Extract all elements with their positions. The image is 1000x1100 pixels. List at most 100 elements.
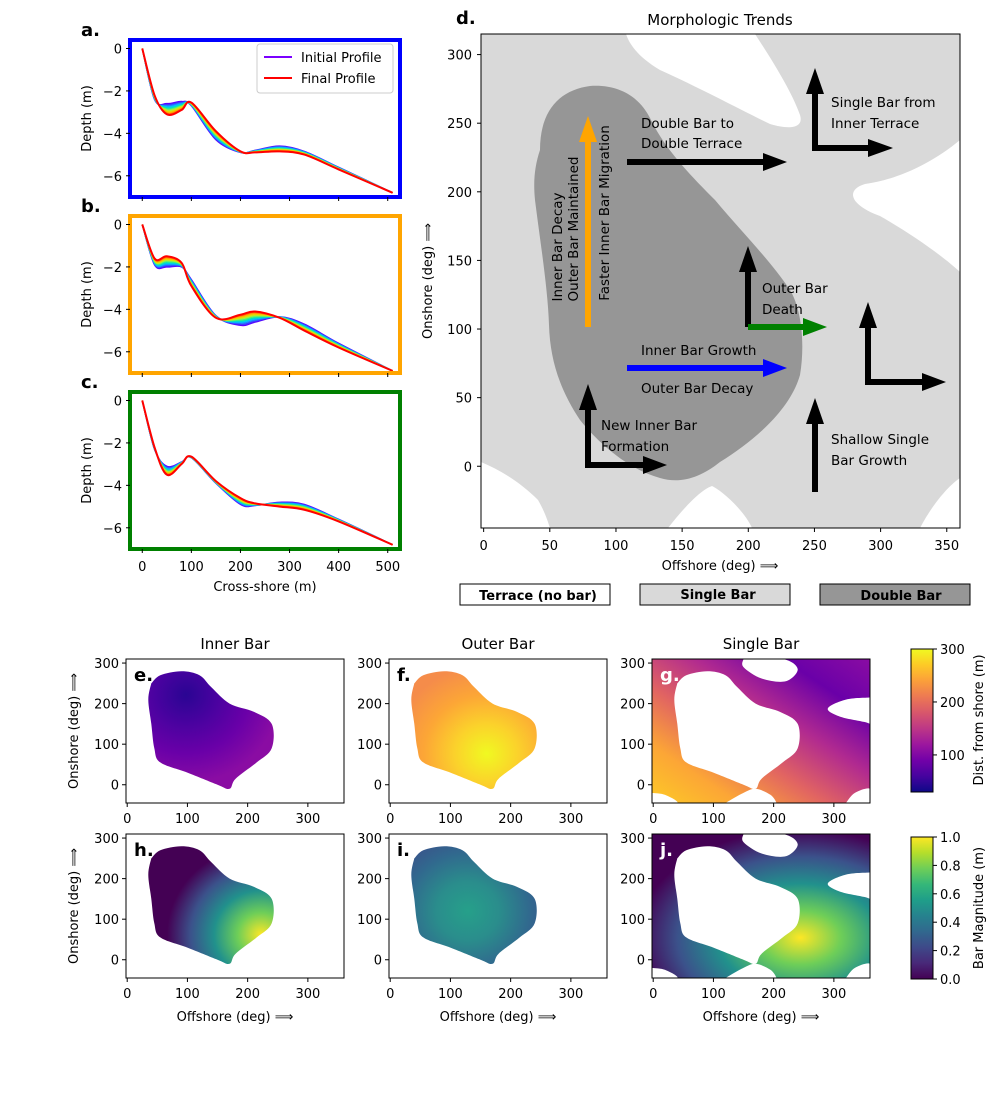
x-tick-label: 300 — [821, 812, 846, 827]
initial-profile-line — [141, 224, 393, 372]
single-bar-hole-right — [827, 697, 870, 724]
annot-outer-decay: Outer Bar Decay — [641, 381, 753, 397]
y-tick-label: −4 — [103, 127, 122, 142]
profile-xlabel: Cross-shore (m) — [213, 580, 316, 595]
x-tick-label: 400 — [326, 560, 351, 575]
x-tick-label: 250 — [802, 539, 827, 554]
double-bar-region — [534, 85, 803, 481]
outer-bar-magnitude-field — [411, 846, 537, 965]
y-tick-label: −4 — [103, 303, 122, 318]
x-tick-label: 0 — [386, 812, 394, 827]
x-tick-label: 100 — [175, 987, 200, 1002]
terrace-region-left-bottom — [481, 462, 550, 528]
annot-inner-growth: Inner Bar Growth — [641, 343, 756, 359]
colorbar-ticks: 100 200 300 0.0 0.2 0.4 0.6 0.8 1.0 — [933, 643, 965, 988]
terrace-region-bottom — [668, 486, 752, 528]
colorbar-tick-label: 100 — [940, 749, 965, 764]
map-content — [126, 834, 344, 978]
x-tick-label: 300 — [558, 812, 583, 827]
panel-label-c: c. — [81, 372, 99, 393]
trend-annotations: Double Bar to Double Terrace Single Bar … — [550, 95, 936, 469]
arrow-head — [643, 456, 667, 474]
map-content — [389, 659, 607, 803]
x-tick-label: 50 — [542, 539, 559, 554]
y-tick-label: 200 — [94, 698, 119, 713]
y-tick-label: 300 — [357, 832, 382, 847]
map-xlabel-h: Offshore (deg) ⟹ — [177, 1010, 294, 1025]
x-tick-label: 200 — [235, 987, 260, 1002]
y-tick-label: −6 — [103, 522, 122, 537]
intermediate-profile-line — [141, 400, 393, 546]
y-tick-label: 250 — [447, 117, 472, 132]
profile-panel-a: 0 −2 −4 −6 Depth (m) — [80, 38, 402, 201]
x-tick-label: 0 — [480, 539, 488, 554]
y-tick-label: −2 — [103, 437, 122, 452]
single-bar-hole-left — [652, 967, 678, 978]
final-profile-line — [141, 400, 393, 546]
arrow-head — [579, 384, 597, 410]
trends-axes: 0 50 100 150 200 250 300 350 0 50 100 150 200 250 300 — [447, 49, 959, 554]
annot-double-to-terrace-2: Double Terrace — [641, 136, 742, 152]
map-frame — [388, 658, 608, 804]
initial-profile-line — [141, 400, 393, 546]
x-tick-label: 200 — [761, 987, 786, 1002]
single-bar-hole-top — [742, 834, 798, 857]
y-tick-label: 50 — [455, 392, 472, 407]
x-tick-label: 100 — [179, 560, 204, 575]
colorbar-magnitude: Bar Magnitude (m) — [910, 836, 987, 980]
x-tick-label: 300 — [821, 987, 846, 1002]
single-bar-hole-bottom — [725, 788, 777, 803]
map-title-outer: Outer Bar — [461, 635, 535, 653]
y-tick-label: −6 — [103, 170, 122, 185]
x-tick-label: 200 — [235, 812, 260, 827]
y-tick-label: 0 — [114, 218, 122, 233]
colorbar-tick-label: 300 — [940, 643, 965, 658]
x-tick-label: 100 — [604, 539, 629, 554]
single-bar-hole-bottom-right — [845, 963, 870, 978]
x-tick-label: 100 — [438, 987, 463, 1002]
annot-outer-maintained: Outer Bar Maintained — [566, 157, 582, 302]
single-bar-hole-double — [674, 671, 800, 790]
arrow-head — [868, 139, 893, 157]
legend-terrace-box — [459, 583, 611, 606]
y-tick-label: 0 — [637, 779, 645, 794]
x-tick-label: 200 — [228, 560, 253, 575]
intermediate-profile-line — [141, 224, 393, 372]
x-tick-label: 100 — [175, 812, 200, 827]
x-tick-label: 300 — [295, 812, 320, 827]
y-tick-label: 200 — [357, 873, 382, 888]
trends-frame — [480, 33, 961, 529]
panel-label-f: f. — [397, 665, 411, 686]
terrace-region-right — [853, 140, 960, 272]
profile-ylabel: Depth (m) — [80, 261, 95, 328]
annot-new-inner-2: Formation — [601, 439, 669, 455]
y-tick-label: 200 — [94, 873, 119, 888]
single-bar-hole-double — [674, 846, 800, 965]
intermediate-profile-line — [141, 224, 393, 372]
trends-title: Morphologic Trends — [647, 11, 793, 29]
y-tick-label: 300 — [94, 657, 119, 672]
colorbar-distance-fill — [910, 648, 934, 793]
terrace-region-top — [626, 34, 801, 128]
x-tick-label: 200 — [761, 812, 786, 827]
map-panel-e: e. 0 0 100 100 200 200 300 300 — [94, 657, 345, 827]
single-bar-hole-bottom — [725, 963, 777, 978]
x-tick-label: 200 — [498, 812, 523, 827]
legend-double-label: Double Bar — [860, 589, 942, 604]
colorbar-tick-label: 200 — [940, 696, 965, 711]
map-title-single: Single Bar — [723, 635, 800, 653]
arrow-head — [763, 359, 787, 377]
annot-inner-decay: Inner Bar Decay — [550, 192, 566, 301]
panel-label-e: e. — [134, 665, 153, 686]
intermediate-profile-line — [141, 400, 393, 546]
arrow-head — [739, 246, 757, 272]
y-tick-label: 300 — [357, 657, 382, 672]
annot-shallow-1: Shallow Single — [831, 432, 929, 448]
intermediate-profile-line — [141, 224, 393, 372]
x-tick-label: 0 — [123, 812, 131, 827]
profile-panel-c: 0 −2 −4 −6 0 100 200 300 400 500 Depth (m) Cross-sh… — [80, 390, 402, 595]
x-tick-label: 200 — [736, 539, 761, 554]
outer-bar-distance-field — [411, 671, 537, 790]
single-bar-hole-bottom-right — [845, 788, 870, 803]
